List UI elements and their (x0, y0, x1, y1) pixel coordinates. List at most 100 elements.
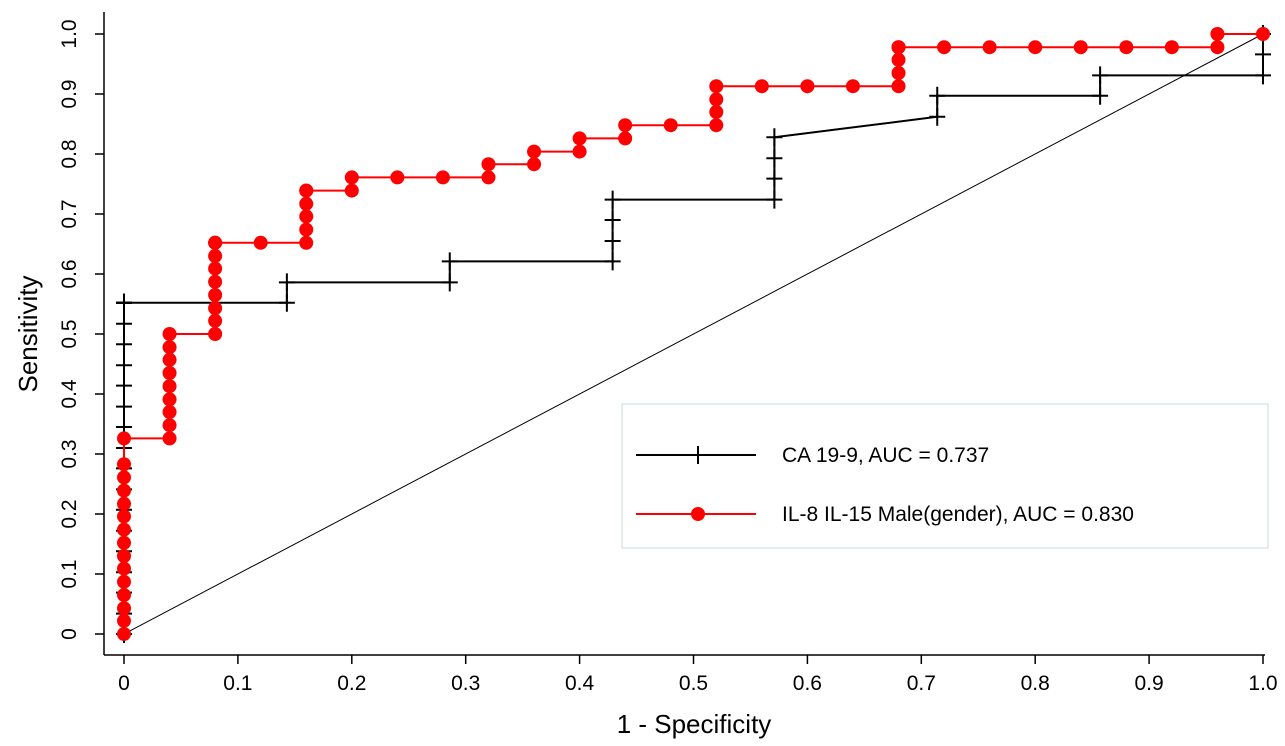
data-point (1092, 66, 1109, 85)
data-point (572, 131, 587, 146)
data-point (117, 470, 131, 485)
data-point (709, 118, 724, 133)
y-tick-label: 1.0 (58, 19, 81, 48)
y-axis-title: Sensitivity (13, 275, 43, 392)
x-axis: 0 0.1 0.2 0.3 0.4 0.5 0.6 0.7 0.8 0.9 1.0 (104, 654, 1278, 695)
data-point (604, 232, 621, 250)
data-point (435, 170, 450, 185)
data-point (208, 249, 223, 263)
data-point (117, 431, 131, 446)
data-point (344, 183, 359, 198)
data-point (162, 405, 177, 419)
x-tick-label: 0.6 (793, 672, 822, 695)
data-point (929, 86, 946, 105)
data-point (800, 79, 815, 94)
data-point (766, 149, 783, 168)
y-tick-label: 0.7 (58, 199, 81, 228)
data-point (441, 252, 458, 271)
data-point (162, 379, 177, 394)
legend-label-ca199: CA 19-9, AUC = 0.737 (782, 444, 989, 467)
data-point (299, 183, 314, 198)
data-point (117, 601, 131, 616)
x-tick-label: 0 (118, 672, 130, 695)
data-point (299, 196, 314, 211)
data-point (117, 522, 131, 537)
data-point (441, 273, 458, 292)
y-tick-label: 0.4 (58, 379, 81, 409)
data-point (766, 169, 783, 188)
data-point (253, 235, 268, 250)
y-tick-label: 0.3 (58, 439, 81, 468)
data-point (278, 293, 295, 312)
x-tick-label: 0.3 (451, 672, 480, 695)
data-point (117, 561, 131, 576)
data-point (116, 356, 132, 375)
data-point (891, 40, 906, 55)
data-point (709, 79, 724, 94)
data-point (618, 118, 633, 133)
data-point (208, 327, 223, 341)
data-point (162, 340, 177, 355)
data-point (117, 509, 131, 524)
data-point (117, 588, 131, 602)
y-tick-label: 0.8 (58, 139, 81, 168)
data-point (663, 118, 678, 133)
data-point (604, 190, 621, 209)
data-point (766, 128, 783, 147)
legend-marker-il8 (691, 507, 705, 521)
data-point (481, 170, 496, 185)
data-point (117, 483, 131, 498)
x-tick-label: 0.2 (337, 672, 366, 695)
reference-diagonal (123, 33, 1264, 635)
y-tick-label: 0.6 (58, 259, 81, 288)
data-point (162, 431, 177, 446)
data-point (299, 209, 314, 224)
data-point (709, 92, 724, 107)
y-axis: 0 0.1 0.2 0.3 0.4 0.5 0.6 0.7 0.8 0.9 1.0 (58, 12, 105, 655)
data-point (604, 211, 621, 229)
data-point (117, 549, 131, 563)
data-point (618, 131, 633, 146)
data-point (766, 190, 783, 209)
data-point (1210, 40, 1225, 55)
data-point (1255, 45, 1271, 64)
data-point (162, 327, 177, 341)
data-point (116, 314, 132, 333)
data-point (116, 376, 132, 395)
legend-box (621, 403, 1269, 549)
data-point (1119, 40, 1134, 55)
y-tick-label: 0 (58, 628, 81, 640)
data-point (982, 40, 997, 55)
x-tick-label: 0.7 (907, 672, 936, 695)
data-point (117, 627, 131, 641)
series-1 (117, 27, 1270, 641)
data-point (344, 170, 359, 185)
legend-marker-ca199 (689, 446, 707, 464)
x-tick-label: 0.1 (223, 672, 252, 695)
y-tick-label: 0.5 (58, 319, 81, 348)
data-point (481, 157, 496, 172)
data-point (117, 457, 131, 472)
y-tick-label: 0.2 (58, 499, 81, 528)
x-tick-label: 0.9 (1134, 672, 1163, 695)
data-point (208, 235, 223, 250)
data-point (299, 222, 314, 237)
data-point (299, 235, 314, 250)
data-point (845, 79, 860, 94)
data-point (891, 52, 906, 67)
data-point (208, 261, 223, 276)
data-point (116, 335, 132, 354)
data-point (162, 392, 177, 407)
data-point (208, 313, 223, 328)
data-point (527, 144, 542, 159)
data-point (709, 105, 724, 119)
y-tick-label: 0.9 (58, 79, 81, 108)
data-point (891, 66, 906, 80)
data-point (208, 301, 223, 316)
data-point (1164, 40, 1179, 55)
data-point (1073, 40, 1088, 55)
x-tick-label: 1.0 (1248, 672, 1277, 695)
data-point (162, 352, 177, 367)
data-point (278, 273, 295, 292)
data-point (162, 366, 177, 380)
